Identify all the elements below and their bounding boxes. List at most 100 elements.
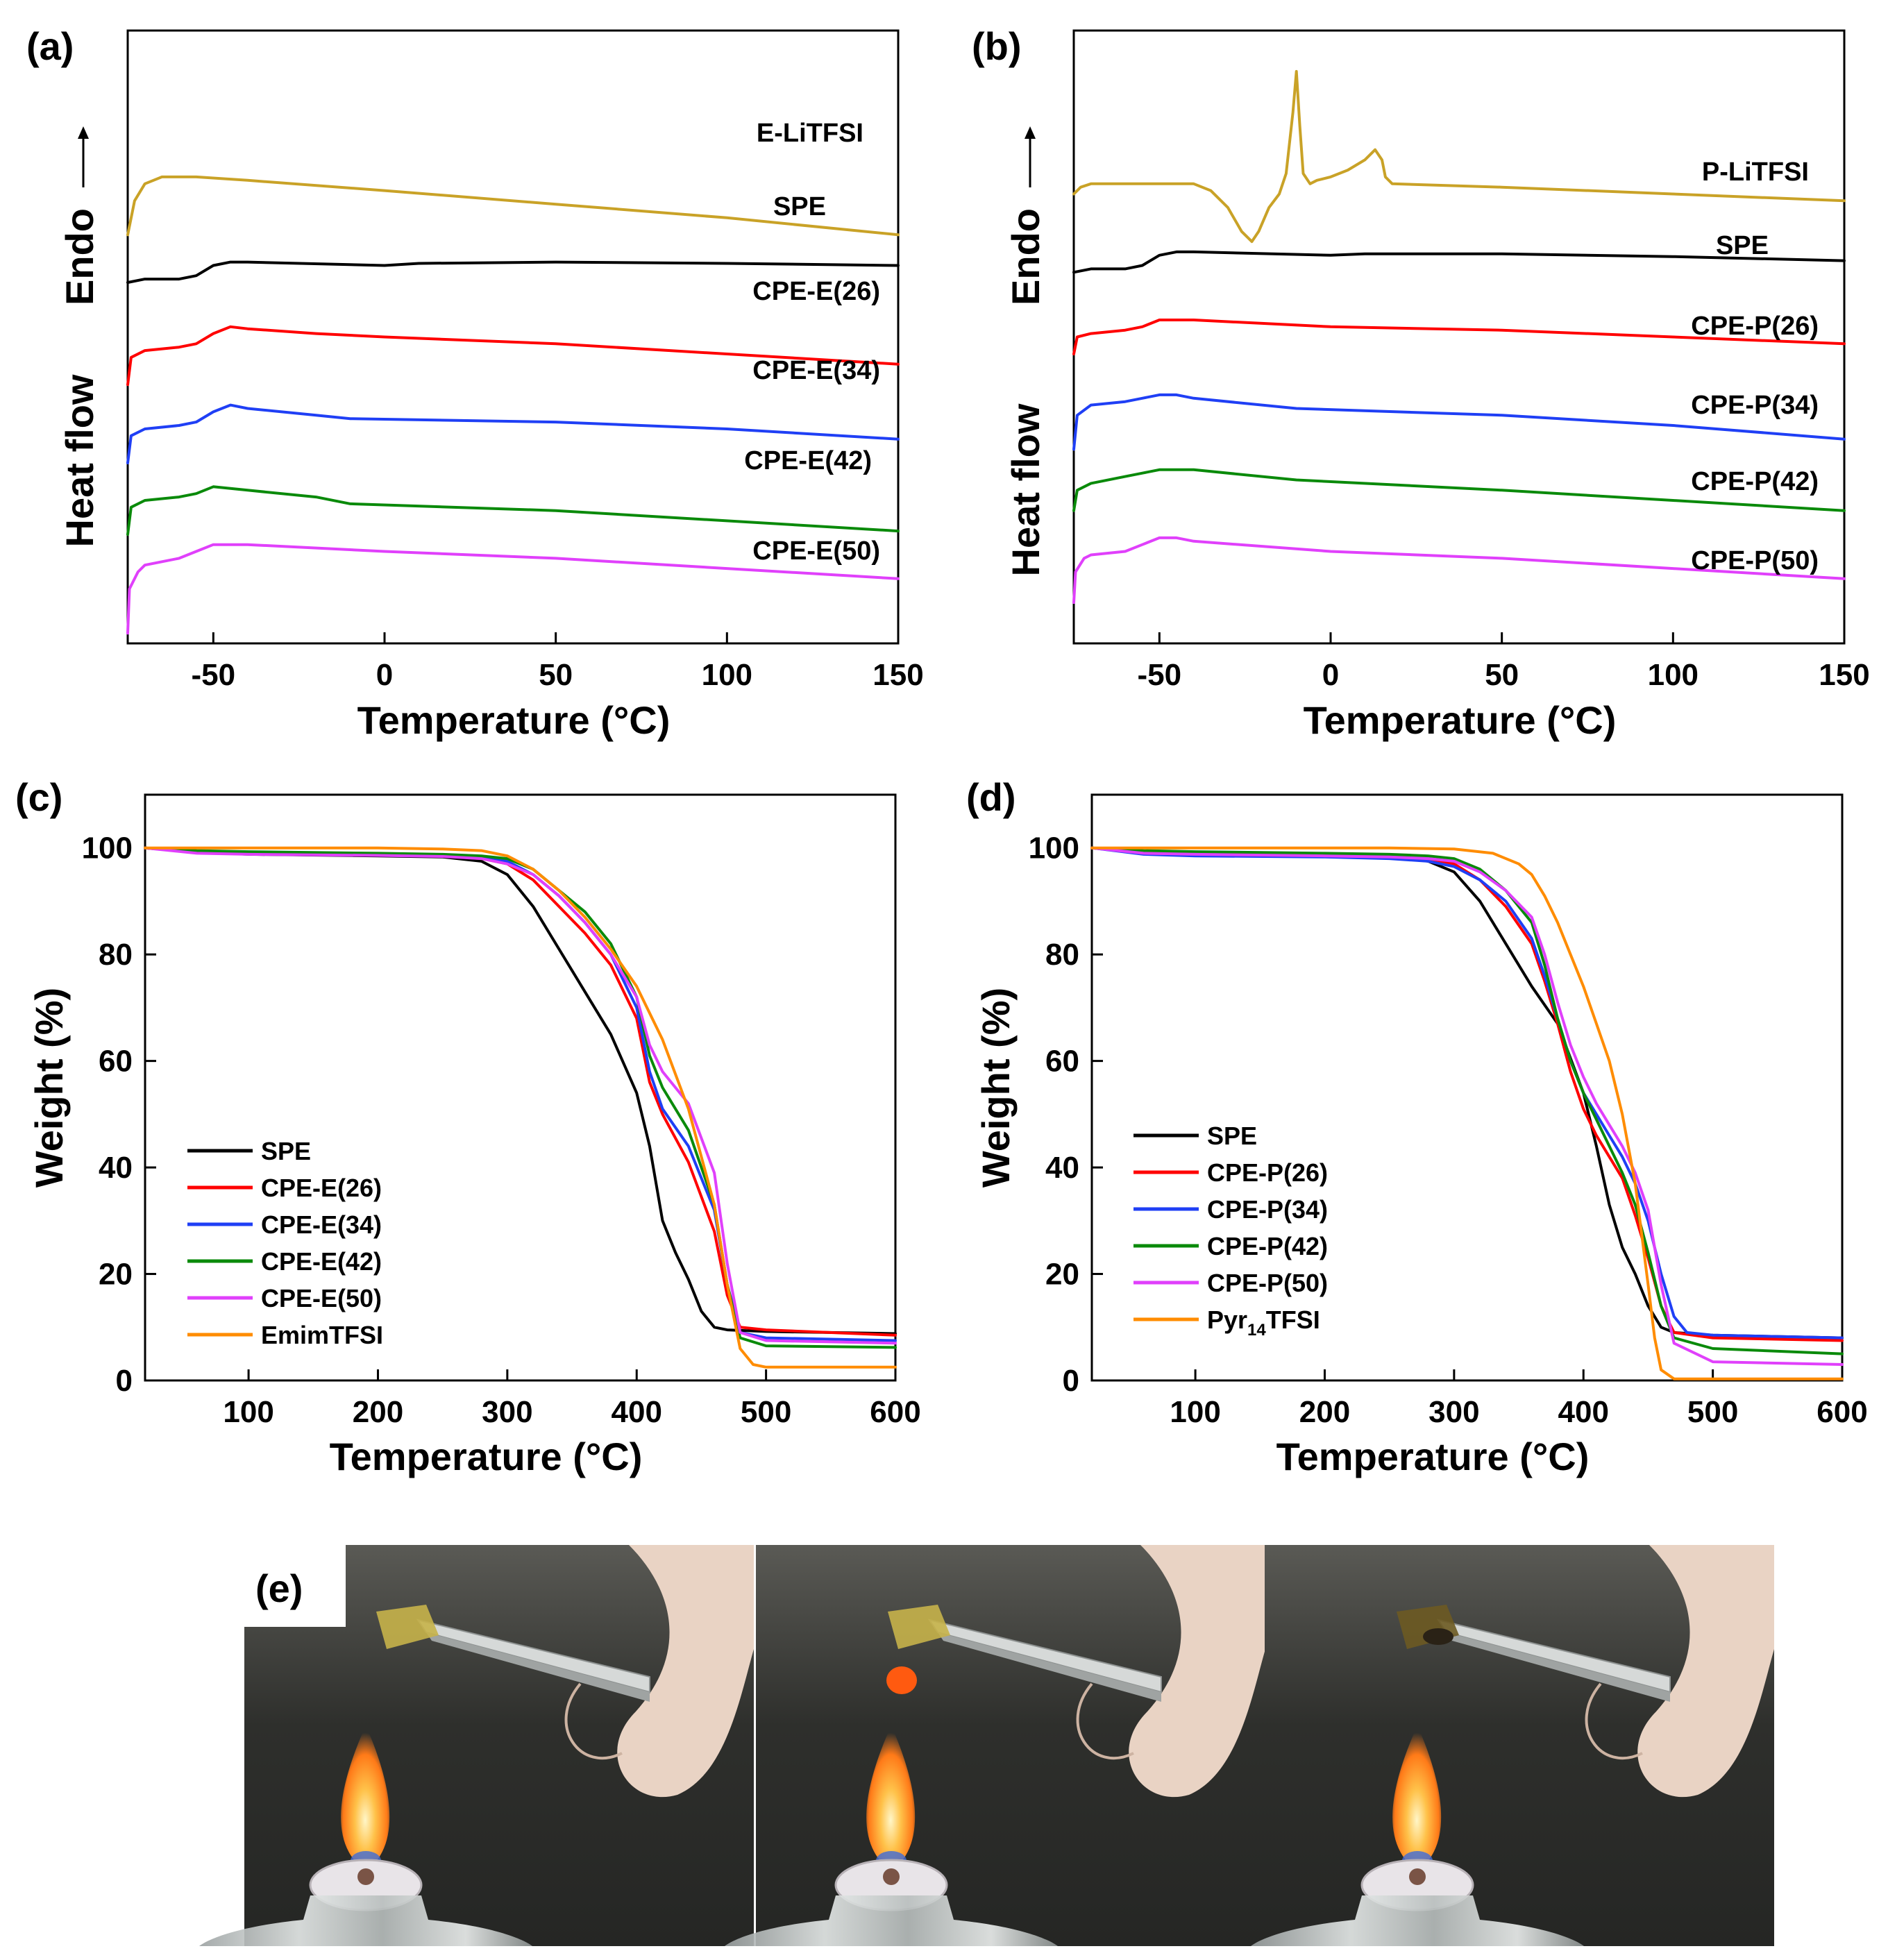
hand-shape [617,1545,754,1798]
y-tick-label: 20 [1045,1258,1079,1292]
x-tick-label: 150 [873,658,923,692]
x-axis-title: Temperature (°C) [1276,1435,1590,1478]
curve-label-spe: SPE [1716,231,1769,260]
x-tick-label: -50 [192,658,236,692]
legend-label-pyr14tfsi: Pyr14TFSI [1207,1306,1320,1340]
legend-label-cpe-p-26: CPE-P(26) [1207,1158,1328,1187]
plot-frame [1072,29,1846,645]
x-tick-label: 300 [1428,1395,1479,1429]
panel-label: (e) [255,1566,303,1610]
x-tick-label: 50 [1485,658,1519,692]
panel-label: (a) [26,24,74,68]
x-ticks: -50 0 50 100 150 [1138,632,1870,692]
panel-label: (d) [966,775,1016,819]
glass-lamp [199,1895,532,1946]
y-tick-label: 60 [99,1045,133,1079]
x-axis-title: Temperature (°C) [357,698,671,742]
y-axis-title: Heat flow [58,374,101,547]
series-line-spe [126,260,900,284]
series-line-cpe-e-42 [126,485,900,536]
flame [341,1725,390,1871]
axis-ticks: 100 200 300 400 500 600 0 20 40 60 80 100 [82,831,921,1429]
curve-label-cpe-e-50: CPE-E(50) [752,537,880,566]
finger-shape [1585,1682,1643,1760]
x-tick-label: 600 [1817,1395,1867,1429]
panel-d: (d) 100 200 300 400 500 600 0 20 40 60 80 100 Tempe… [966,775,1868,1478]
series-line-pyr14tfsi [1090,846,1844,1380]
curve-label-cpe-p-50: CPE-P(50) [1691,546,1819,575]
y-tick-label: 80 [1045,938,1079,972]
x-tick-label: 0 [376,658,393,692]
series-line-spe [1072,250,1846,274]
x-tick-label: 0 [1322,658,1339,692]
y-axis-title: Weight (%) [27,988,71,1188]
x-tick-label: 100 [702,658,752,692]
series-group [1072,69,1846,605]
y-tick-label: 100 [1029,831,1079,865]
series-group [1090,846,1844,1380]
y-tick-label: 20 [99,1258,133,1292]
series-line-e-litfsi [126,175,900,237]
legend-label-emimtfsi: EmimTFSI [261,1321,383,1349]
curve-label-p-litfsi: P-LiTFSI [1702,158,1809,187]
x-ticks: -50 0 50 100 150 [192,632,924,692]
label-box [244,1545,346,1627]
x-tick-label: 400 [1558,1395,1609,1429]
polymer-film [888,1605,950,1649]
series-line-cpe-p-50 [1072,536,1846,605]
x-tick-label: 100 [1648,658,1699,692]
legend-label-cpe-e-34: CPE-E(34) [261,1210,382,1239]
x-tick-label: 500 [1687,1395,1738,1429]
legend-label-cpe-p-50: CPE-P(50) [1207,1269,1328,1297]
hand-shape [1637,1545,1774,1798]
series-group [144,846,897,1369]
x-tick-label: 200 [1299,1395,1350,1429]
x-tick-label: 100 [223,1395,273,1429]
photo-2 [725,1545,1265,1946]
wick [357,1868,374,1885]
panel-a: (a) -50 0 50 100 150 Temperature (°C) Heat f… [26,24,924,742]
polymer-film [376,1605,439,1649]
panel-e-photos: (e) [199,1545,1774,1946]
series-line-cpe-p-50 [1090,846,1844,1366]
glass-lamp [725,1895,1058,1946]
curve-label-spe: SPE [773,192,826,221]
tweezers-shadow [938,1632,1161,1702]
burning-spot [886,1666,917,1694]
series-line-cpe-p-34 [1090,846,1844,1340]
finger-shape [564,1682,623,1760]
y-tick-label: 0 [1063,1364,1079,1398]
legend-label-cpe-p-42: CPE-P(42) [1207,1232,1328,1260]
y-tick-label: 40 [1045,1151,1079,1185]
plot-frame [1090,793,1844,1382]
x-axis-title: Temperature (°C) [1304,698,1617,742]
x-tick-label: 150 [1819,658,1869,692]
finger-shape [1076,1682,1134,1760]
panel-label: (c) [15,775,62,819]
series-line-cpe-e-50 [144,846,897,1345]
series-line-cpe-e-42 [144,846,897,1349]
legend-label-spe: SPE [261,1137,311,1165]
x-tick-label: -50 [1138,658,1182,692]
endo-arrow [78,126,89,187]
x-tick-label: 100 [1170,1395,1220,1429]
photo-3 [1251,1545,1774,1946]
x-tick-label: 500 [741,1395,791,1429]
endo-label: Endo [58,208,101,305]
axis-ticks: 100 200 300 400 500 600 0 20 40 60 80 100 [1029,831,1868,1429]
flame [866,1725,916,1871]
x-tick-label: 300 [482,1395,532,1429]
flame [1392,1725,1442,1871]
wick [1409,1868,1426,1885]
series-line-cpe-e-26 [126,325,900,387]
x-axis-title: Temperature (°C) [330,1435,643,1478]
curve-label-cpe-e-42: CPE-E(42) [744,446,872,475]
legend-label-cpe-e-50: CPE-E(50) [261,1284,382,1312]
series-line-cpe-e-26 [144,846,897,1337]
endo-label: Endo [1004,208,1047,305]
series-line-cpe-p-26 [1072,319,1846,355]
glass-lamp [1251,1895,1584,1946]
curve-label-e-litfsi: E-LiTFSI [757,119,863,148]
series-line-cpe-p-42 [1090,846,1844,1355]
series-line-cpe-p-26 [1090,846,1844,1342]
